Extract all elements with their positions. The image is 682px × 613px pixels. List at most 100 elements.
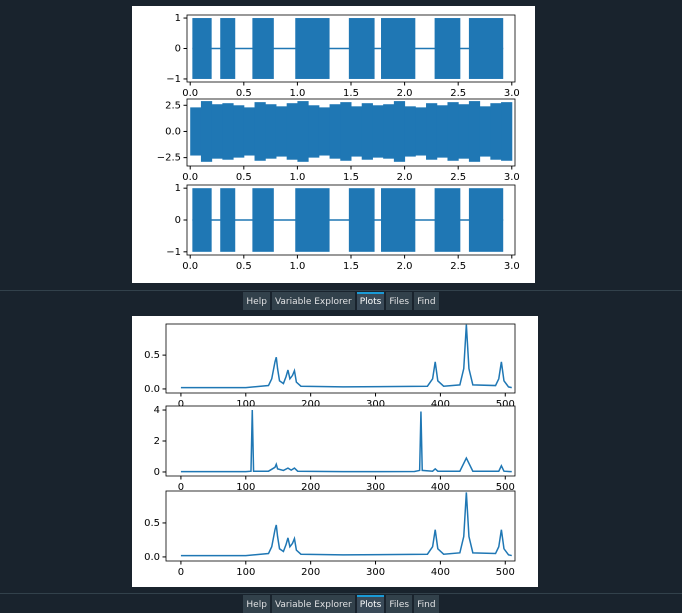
burst [434,188,461,252]
signal-segment [426,103,438,160]
tab-bar: Help Variable Explorer Plots Files Find [0,290,682,310]
signal-segment [383,104,395,159]
y-tick-label: 0.5 [144,350,160,361]
signal-segment [361,103,373,160]
tab[interactable]: Files [386,292,413,310]
x-tick-label: 400 [431,567,450,578]
burst [381,18,416,79]
x-tick-label: 500 [496,482,515,493]
burst [295,18,330,79]
x-tick-label: 1.0 [289,172,305,183]
y-tick-label: 0.5 [144,518,160,529]
x-tick-label: 2.5 [450,261,466,272]
tab[interactable]: Plots [356,595,385,613]
signal-segment [233,105,245,158]
x-tick-label: 300 [366,567,385,578]
x-tick-label: 100 [236,567,255,578]
plot-area [192,18,504,79]
y-tick-label: 0.0 [144,552,160,563]
tab[interactable]: Plots [356,292,385,310]
tab[interactable]: Find [414,595,439,613]
signal-segment [372,105,384,158]
burst [252,188,274,252]
x-tick-label: 300 [366,399,385,410]
burst [220,188,236,252]
burst [468,18,504,79]
signal-segment [200,101,213,162]
burst [348,18,375,79]
y-tick-label: 0.0 [165,126,181,137]
burst [468,188,504,252]
x-tick-label: 200 [301,399,320,410]
signal-segment [447,102,459,161]
x-tick-label: 0.5 [236,172,252,183]
signal-segment [308,105,320,158]
tab[interactable]: Find [414,292,439,310]
x-tick-label: 0.5 [236,261,252,272]
tab-bar: Help Variable Explorer Plots Files Find [0,593,682,613]
x-tick-label: 0.0 [182,88,198,99]
y-tick-label: 1 [175,13,181,24]
y-tick-label: 0 [154,467,160,478]
plot-area [180,410,512,473]
signal-segment [340,102,352,161]
y-tick-label: 0.0 [144,384,160,395]
x-tick-label: 300 [366,482,385,493]
signal-segment [222,103,234,160]
burst [252,18,274,79]
x-tick-label: 400 [431,399,450,410]
axes-frame [165,490,516,562]
burst [295,188,330,252]
burst [192,18,212,79]
spectrum-line [180,492,512,557]
axes-background [166,491,515,561]
signal-segment [329,104,341,159]
signal-segment [490,103,502,160]
burst [381,188,416,252]
plot-area [180,324,512,389]
tab[interactable]: Help [243,595,270,613]
x-tick-label: 500 [496,567,515,578]
x-tick-label: 3.0 [504,261,520,272]
x-tick-label: 1.0 [289,88,305,99]
signal-segment [297,101,309,162]
y-tick-label: −1 [166,74,181,85]
signal-segment [286,103,298,160]
x-tick-label: 0 [178,399,184,410]
signal-segment [436,105,448,158]
spectrum-line [180,324,512,389]
y-tick-label: −2.5 [157,153,181,164]
x-tick-label: 200 [301,482,320,493]
plot-area [192,188,504,252]
signal-segment [501,102,513,161]
y-tick-label: −1 [166,247,181,258]
axes-frame [165,323,516,394]
plot-area [180,492,512,557]
tab[interactable]: Files [386,595,413,613]
burst [192,188,212,252]
x-tick-label: 3.0 [504,172,520,183]
x-tick-label: 0.0 [182,261,198,272]
signal-segment [393,101,406,162]
tab[interactable]: Help [243,292,270,310]
y-tick-label: 0 [175,44,181,55]
x-tick-label: 100 [236,482,255,493]
burst [348,188,375,252]
signal-segment [265,104,277,159]
spectrum-line [180,410,512,473]
tab[interactable]: Variable Explorer [271,292,355,310]
signal-segment [458,104,470,159]
signal-segment [275,106,288,157]
x-tick-label: 400 [431,482,450,493]
x-tick-label: 1.5 [343,172,359,183]
x-tick-label: 100 [236,399,255,410]
x-tick-label: 2.5 [450,88,466,99]
x-tick-label: 2.0 [397,261,413,272]
x-tick-label: 1.5 [343,88,359,99]
x-tick-label: 0 [178,567,184,578]
x-tick-label: 200 [301,567,320,578]
signal-segment [468,101,481,162]
y-tick-label: 4 [154,405,160,416]
tab[interactable]: Variable Explorer [271,595,355,613]
